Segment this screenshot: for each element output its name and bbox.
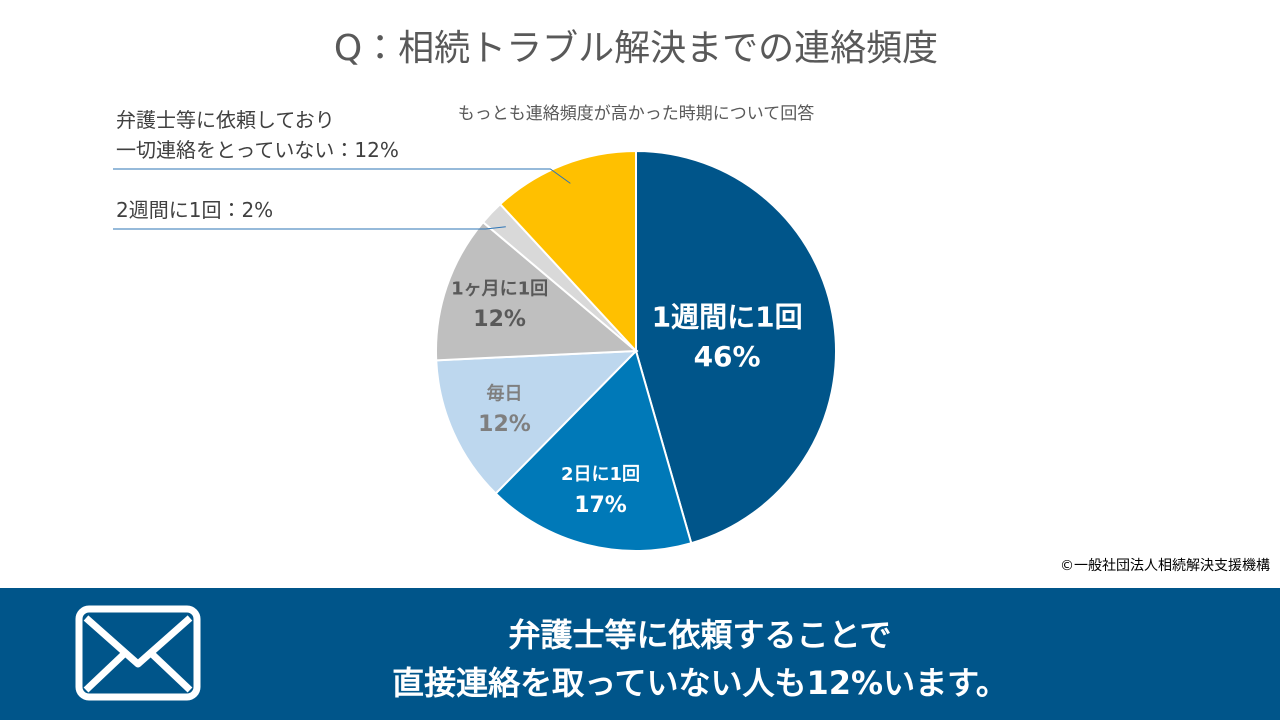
slice-label-name: 毎日 [487,382,523,404]
slice-label-name: 1週間に1回 [652,301,803,334]
callout-separator: ： [334,138,355,162]
leader-line [113,226,506,230]
callout-name: 2週間に1回 [116,198,222,222]
banner: 弁護士等に依頼することで 直接連絡を取っていない人も12%います。 [0,588,1280,720]
slice-label: 2日に1回 17% [561,464,640,518]
pie-slice [498,149,637,354]
pie-slice [494,349,693,552]
pie-slice [435,349,639,495]
slice-label: 1週間に1回 46% [652,301,803,373]
pie-slice [435,220,639,362]
slice-label: 毎日 12% [478,382,531,437]
mail-icon [75,605,201,701]
slice-label-name: 2日に1回 [561,464,640,485]
slice-label: 1ヶ月に1回 12% [451,278,548,332]
banner-line: 弁護士等に依頼することで [508,616,892,654]
chart-subtitle: もっとも連絡頻度が高かった時期について回答 [458,103,815,124]
slice-label-name: 1ヶ月に1回 [451,278,548,299]
slice-label-value: 46% [694,340,761,373]
banner-line: 直接連絡を取っていない人も12%います。 [392,664,1008,702]
credit: ©一般社団法人相続解決支援機構 [1060,557,1270,574]
slice-label-value: 17% [574,493,627,518]
slice-label-value: 12% [473,307,526,332]
callout-separator: ： [221,198,242,222]
callout: 弁護士等に依頼しており 一切連絡をとっていない：12% [116,105,399,165]
callout: 2週間に1回：2% [116,195,273,225]
leader-line [113,168,571,184]
callout-name: 弁護士等に依頼しており 一切連絡をとっていない [116,108,335,162]
chart-title: Q：相続トラブル解決までの連絡頻度 [334,28,938,69]
chart: Q：相続トラブル解決までの連絡頻度 もっとも連絡頻度が高かった時期について回答 … [113,28,1270,574]
slice-label-value: 12% [478,412,531,437]
callout-value: 2% [241,198,274,222]
pie-slice [635,149,837,545]
callout-value: 12% [354,138,399,162]
